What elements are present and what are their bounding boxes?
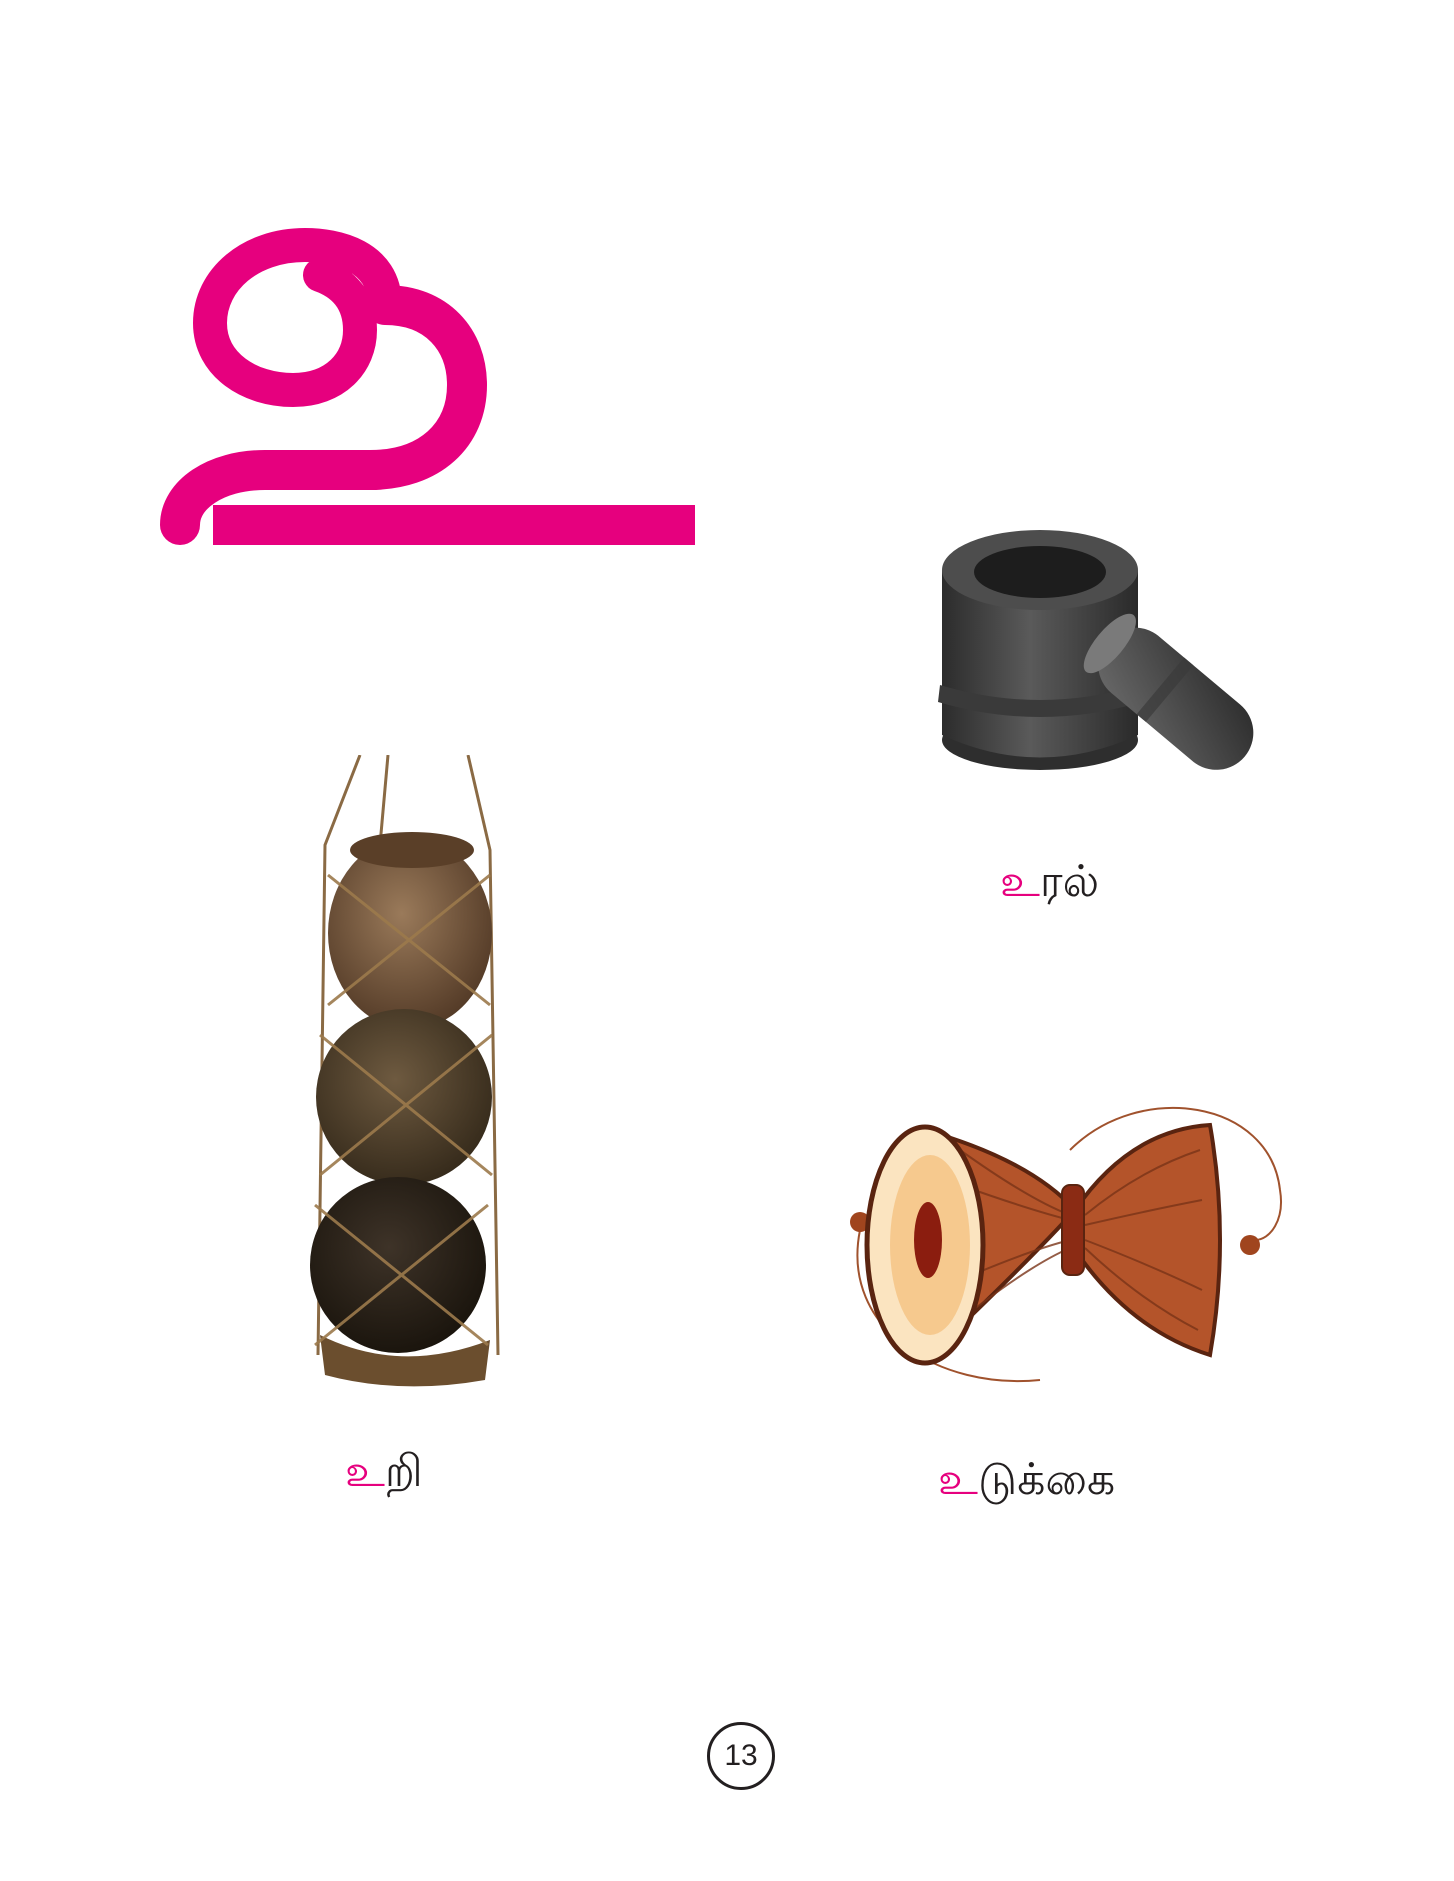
hanging-pots-uri-image	[310, 755, 500, 1387]
word-uri-rest: றி	[384, 1446, 423, 1497]
word-ural: உரல்	[1000, 860, 1099, 904]
word-udukkai-highlight: உ	[938, 1454, 978, 1505]
word-uri: உறி	[345, 1450, 423, 1494]
udukkai-drum-image	[850, 1106, 1282, 1383]
word-udukkai-rest: டுக்கை	[977, 1454, 1116, 1505]
word-ural-highlight: உ	[1000, 856, 1040, 907]
page-number: 13	[707, 1722, 775, 1790]
stone-mortar-pestle-image	[938, 530, 1254, 770]
big-letter-u-glyph	[160, 227, 695, 545]
word-uri-highlight: உ	[345, 1446, 385, 1497]
word-ural-rest: ரல்	[1039, 856, 1100, 907]
word-udukkai: உடுக்கை	[938, 1458, 1115, 1502]
